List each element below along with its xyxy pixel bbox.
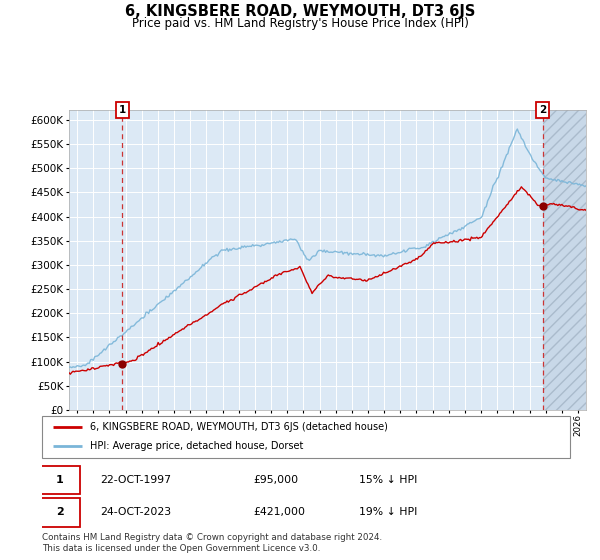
- Text: 2: 2: [539, 105, 546, 115]
- FancyBboxPatch shape: [40, 498, 80, 526]
- FancyBboxPatch shape: [40, 466, 80, 494]
- Text: 15% ↓ HPI: 15% ↓ HPI: [359, 475, 417, 486]
- Text: 19% ↓ HPI: 19% ↓ HPI: [359, 507, 417, 517]
- Text: 1: 1: [119, 105, 126, 115]
- Text: 6, KINGSBERE ROAD, WEYMOUTH, DT3 6JS (detached house): 6, KINGSBERE ROAD, WEYMOUTH, DT3 6JS (de…: [89, 422, 388, 432]
- Text: 6, KINGSBERE ROAD, WEYMOUTH, DT3 6JS: 6, KINGSBERE ROAD, WEYMOUTH, DT3 6JS: [125, 4, 475, 19]
- Text: Contains HM Land Registry data © Crown copyright and database right 2024.
This d: Contains HM Land Registry data © Crown c…: [42, 533, 382, 553]
- Text: Price paid vs. HM Land Registry's House Price Index (HPI): Price paid vs. HM Land Registry's House …: [131, 17, 469, 30]
- Text: 1: 1: [56, 475, 64, 486]
- Text: £95,000: £95,000: [253, 475, 298, 486]
- Bar: [542, 110, 586, 410]
- Text: 22-OCT-1997: 22-OCT-1997: [100, 475, 171, 486]
- Text: 2: 2: [56, 507, 64, 517]
- Text: £421,000: £421,000: [253, 507, 305, 517]
- Text: 24-OCT-2023: 24-OCT-2023: [100, 507, 171, 517]
- Text: HPI: Average price, detached house, Dorset: HPI: Average price, detached house, Dors…: [89, 441, 303, 451]
- FancyBboxPatch shape: [42, 416, 570, 458]
